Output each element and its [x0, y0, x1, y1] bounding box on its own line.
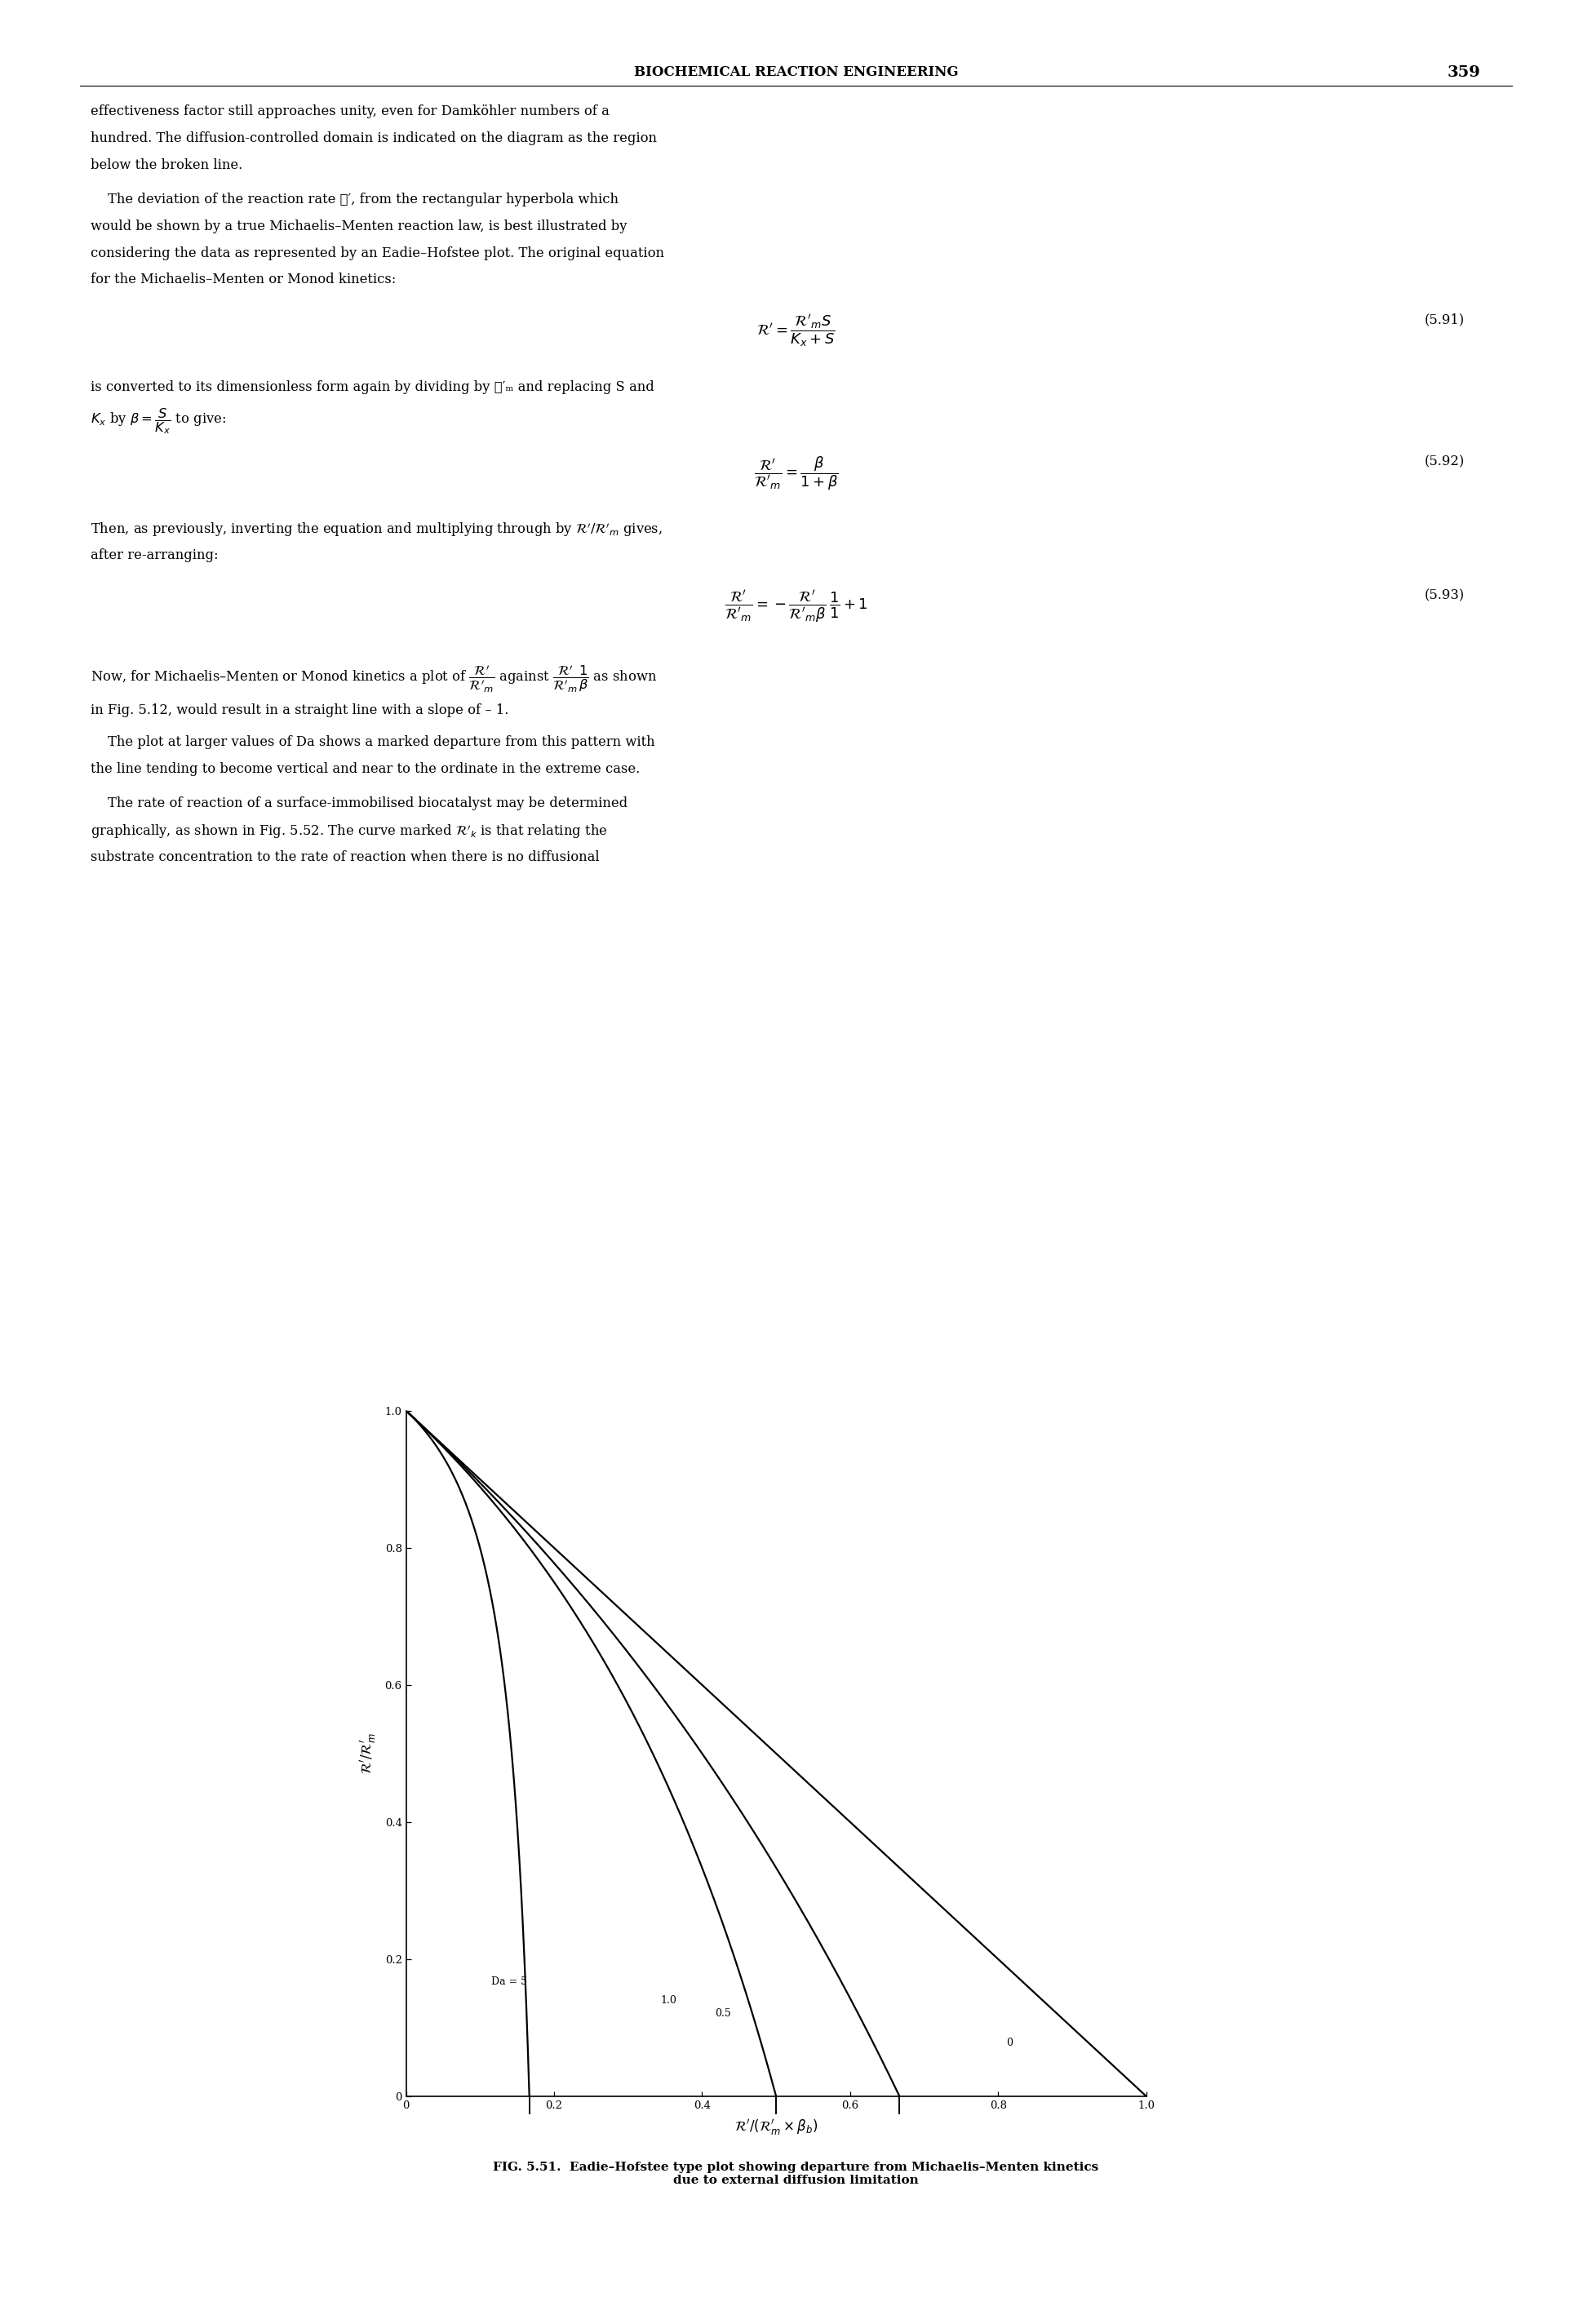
- Text: Da = 5: Da = 5: [490, 1975, 527, 1987]
- Text: 1.0: 1.0: [661, 1994, 677, 2006]
- Text: would be shown by a true Michaelis–Menten reaction law, is best illustrated by: would be shown by a true Michaelis–Mente…: [91, 218, 627, 232]
- Text: after re-arranging:: after re-arranging:: [91, 548, 218, 562]
- Text: below the broken line.: below the broken line.: [91, 158, 242, 172]
- Text: $K_x$ by $\beta = \dfrac{S}{K_x}$ to give:: $K_x$ by $\beta = \dfrac{S}{K_x}$ to giv…: [91, 407, 226, 437]
- Text: effectiveness factor still approaches unity, even for Damköhler numbers of a: effectiveness factor still approaches un…: [91, 105, 610, 119]
- Text: Now, for Michaelis–Menten or Monod kinetics a plot of $\dfrac{\mathcal{R}'}{\mat: Now, for Michaelis–Menten or Monod kinet…: [91, 662, 657, 695]
- Text: 0.5: 0.5: [715, 2008, 731, 2020]
- Text: 0: 0: [1006, 2038, 1013, 2047]
- Text: The deviation of the reaction rate ℜ′, from the rectangular hyperbola which: The deviation of the reaction rate ℜ′, f…: [91, 193, 619, 207]
- Text: The plot at larger values of Da shows a marked departure from this pattern with: The plot at larger values of Da shows a …: [91, 734, 654, 748]
- Text: the line tending to become vertical and near to the ordinate in the extreme case: the line tending to become vertical and …: [91, 762, 640, 776]
- Text: (5.91): (5.91): [1425, 314, 1465, 328]
- Text: Then, as previously, inverting the equation and multiplying through by $\mathcal: Then, as previously, inverting the equat…: [91, 521, 662, 539]
- Y-axis label: $\mathcal{R}^{\prime}/\mathcal{R}_m^{\prime}$: $\mathcal{R}^{\prime}/\mathcal{R}_m^{\pr…: [358, 1734, 377, 1773]
- Text: considering the data as represented by an Eadie–Hofstee plot. The original equat: considering the data as represented by a…: [91, 246, 664, 260]
- Text: is converted to its dimensionless form again by dividing by ℜ′ₘ and replacing S : is converted to its dimensionless form a…: [91, 379, 654, 393]
- Text: substrate concentration to the rate of reaction when there is no diffusional: substrate concentration to the rate of r…: [91, 851, 600, 865]
- Text: $\mathcal{R}' = \dfrac{\mathcal{R}'_m S}{K_x + S}$: $\mathcal{R}' = \dfrac{\mathcal{R}'_m S}…: [756, 314, 836, 349]
- Text: graphically, as shown in Fig. 5.52. The curve marked $\mathcal{R}'_k$ is that re: graphically, as shown in Fig. 5.52. The …: [91, 823, 608, 841]
- Text: $\dfrac{\mathcal{R}'}{\mathcal{R}'_m} = \dfrac{\beta}{1 + \beta}$: $\dfrac{\mathcal{R}'}{\mathcal{R}'_m} = …: [753, 456, 839, 493]
- Text: The rate of reaction of a surface-immobilised biocatalyst may be determined: The rate of reaction of a surface-immobi…: [91, 797, 627, 811]
- Text: BIOCHEMICAL REACTION ENGINEERING: BIOCHEMICAL REACTION ENGINEERING: [634, 65, 958, 79]
- X-axis label: $\mathcal{R}^{\prime}/(\mathcal{R}_m^{\prime} \times \beta_b)$: $\mathcal{R}^{\prime}/(\mathcal{R}_m^{\p…: [734, 2117, 818, 2138]
- Text: (5.92): (5.92): [1425, 456, 1465, 469]
- Text: in Fig. 5.12, would result in a straight line with a slope of – 1.: in Fig. 5.12, would result in a straight…: [91, 704, 509, 718]
- Text: 359: 359: [1447, 65, 1481, 79]
- Text: (5.93): (5.93): [1425, 588, 1465, 602]
- Text: $\dfrac{\mathcal{R}'}{\mathcal{R}'_m} = -\dfrac{\mathcal{R}'}{\mathcal{R}'_m \be: $\dfrac{\mathcal{R}'}{\mathcal{R}'_m} = …: [724, 588, 868, 623]
- Text: hundred. The diffusion-controlled domain is indicated on the diagram as the regi: hundred. The diffusion-controlled domain…: [91, 130, 657, 144]
- Text: FIG. 5.51.  Eadie–Hofstee type plot showing departure from Michaelis–Menten kine: FIG. 5.51. Eadie–Hofstee type plot showi…: [494, 2161, 1098, 2187]
- Text: for the Michaelis–Menten or Monod kinetics:: for the Michaelis–Menten or Monod kineti…: [91, 272, 396, 286]
